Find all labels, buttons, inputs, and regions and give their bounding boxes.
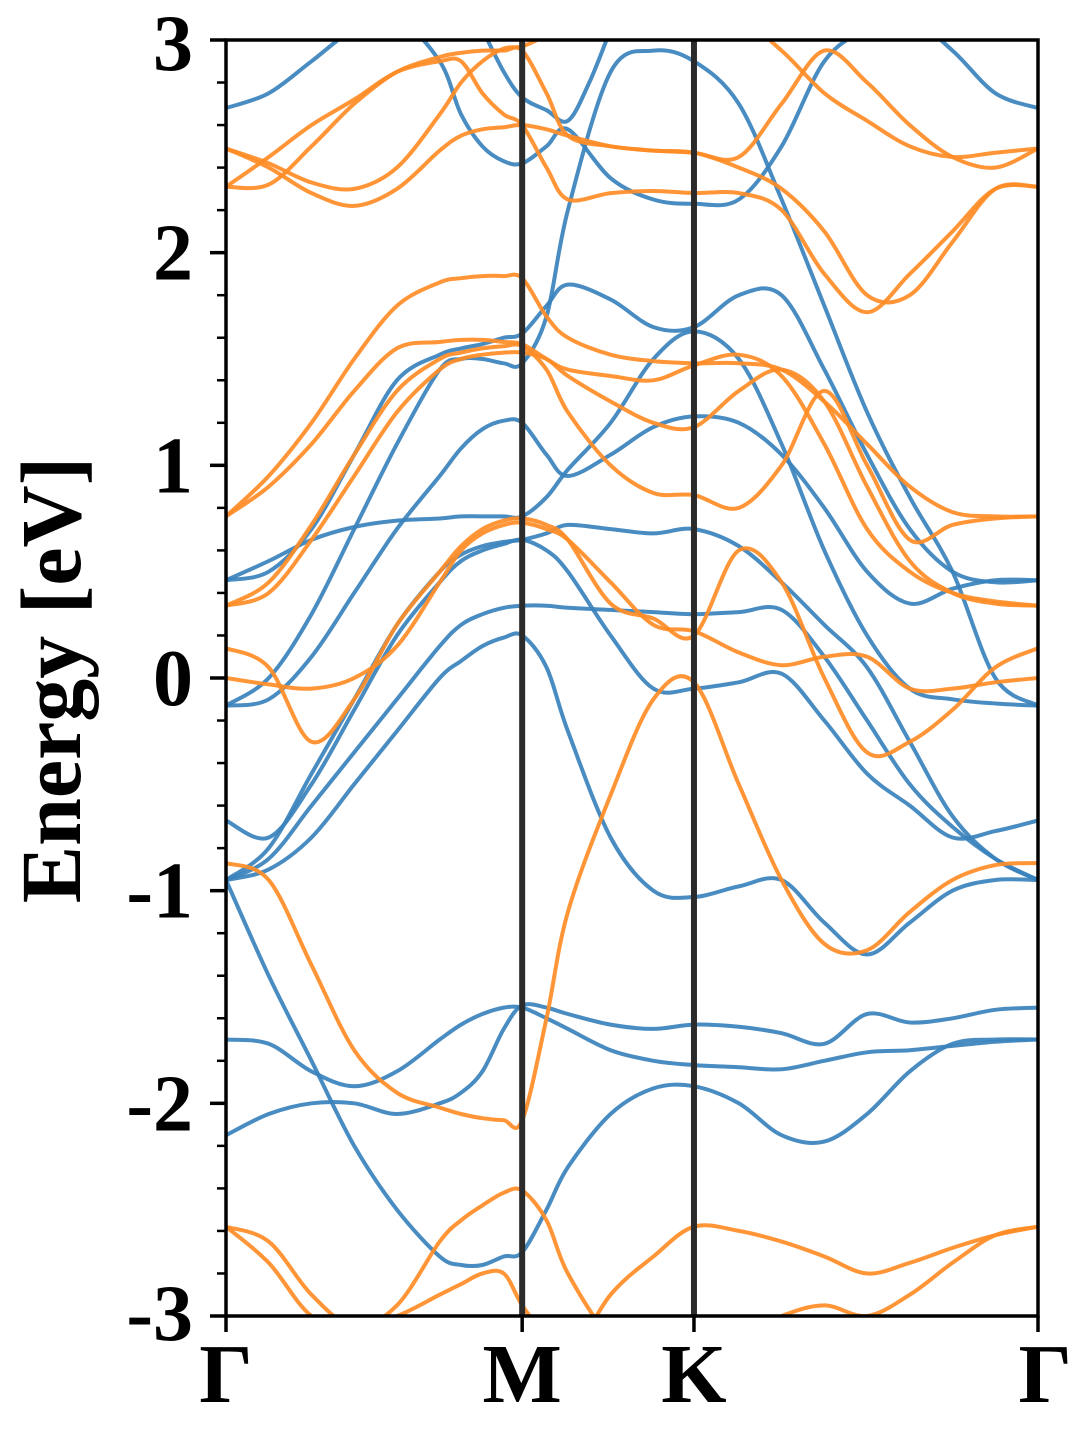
band-line-8 bbox=[226, 414, 1038, 708]
band-line-9 bbox=[226, 329, 1038, 708]
band-line-15 bbox=[226, 1186, 1038, 1316]
y-tick-label: 3 bbox=[153, 0, 193, 88]
band-line-1 bbox=[226, 1002, 1038, 1138]
band-line-14 bbox=[226, 1223, 1038, 1316]
y-tick-label: 1 bbox=[153, 422, 193, 510]
x-tick-label: Γ bbox=[199, 1328, 252, 1421]
x-tick-label: M bbox=[483, 1328, 562, 1421]
band-line-11 bbox=[226, 48, 1038, 708]
y-tick-label: -2 bbox=[126, 1060, 193, 1148]
series-layer bbox=[226, 40, 1038, 1316]
band-line-18 bbox=[226, 516, 1038, 759]
band-line-10 bbox=[226, 282, 1038, 585]
x-tick-label: K bbox=[661, 1328, 726, 1421]
y-tick-label: -1 bbox=[126, 848, 193, 936]
band-line-2 bbox=[226, 1004, 1038, 1089]
band-line-3 bbox=[226, 878, 1038, 1269]
x-tick-label: Γ bbox=[1019, 1328, 1072, 1421]
band-line-16 bbox=[226, 674, 1038, 1130]
y-tick-label: 0 bbox=[153, 635, 193, 723]
band-line-22 bbox=[226, 272, 1038, 519]
band-line-20 bbox=[226, 342, 1038, 608]
band-line-5 bbox=[226, 603, 1038, 882]
band-line-25 bbox=[226, 48, 1038, 208]
y-axis-label: Energy [eV] bbox=[3, 457, 99, 904]
band-line-4 bbox=[226, 631, 1038, 957]
band-line-19 bbox=[226, 350, 1038, 608]
band-line-21 bbox=[226, 337, 1038, 608]
band-line-6 bbox=[226, 537, 1038, 841]
band-line-26 bbox=[226, 40, 1038, 192]
band-line-12 bbox=[226, 40, 1038, 208]
band-line-13 bbox=[485, 40, 609, 124]
y-tick-label: -3 bbox=[126, 1270, 193, 1358]
high-symmetry-lines bbox=[519, 40, 697, 1316]
y-axis-ticks: 3 2 1 0 -1 -2 -3 bbox=[126, 0, 226, 1358]
band-line-24 bbox=[226, 56, 1038, 315]
y-tick-label: 2 bbox=[153, 210, 193, 298]
